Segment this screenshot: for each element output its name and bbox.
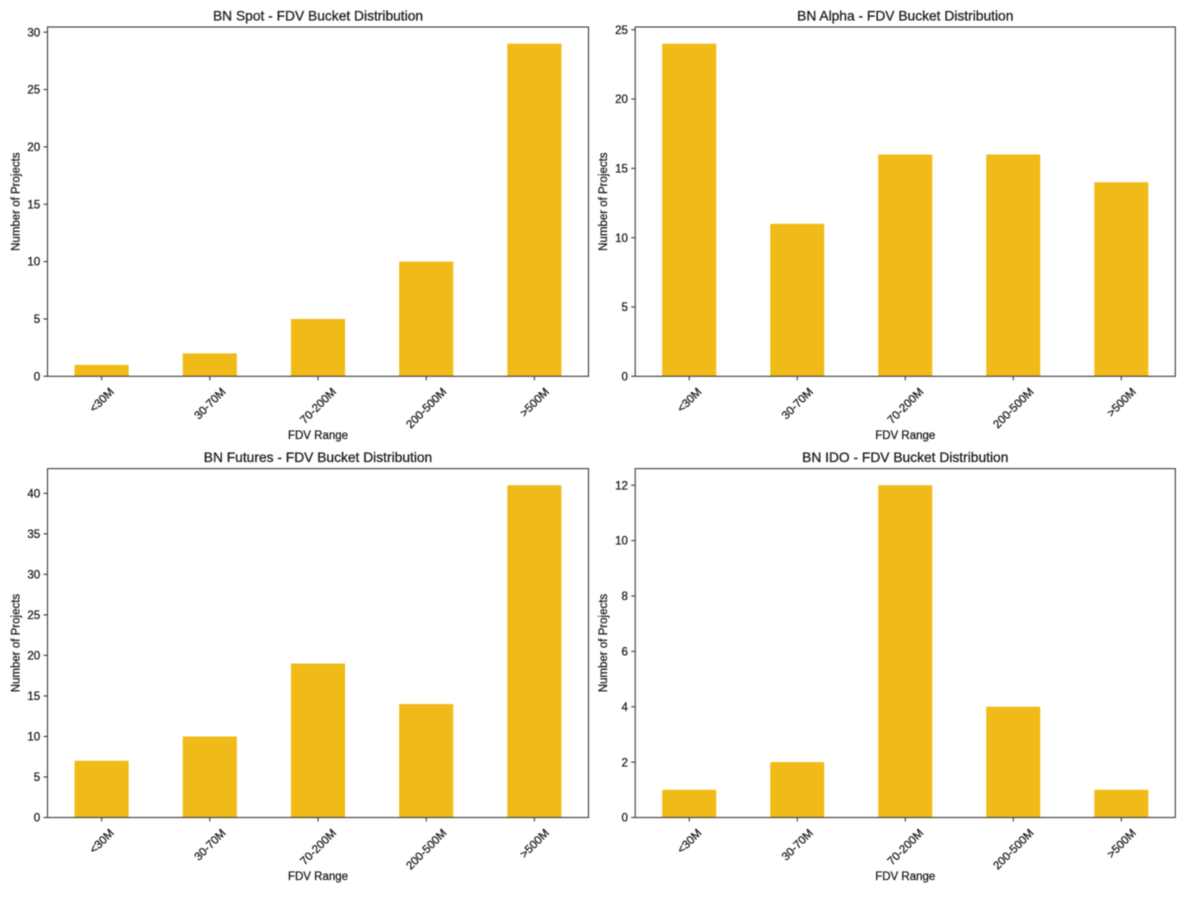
svg-text:2: 2: [621, 757, 627, 769]
svg-text:FDV Range: FDV Range: [875, 430, 935, 442]
svg-text:10: 10: [27, 257, 40, 269]
svg-text:20: 20: [27, 651, 40, 663]
svg-text:Number of Projects: Number of Projects: [11, 594, 23, 693]
svg-text:Number of Projects: Number of Projects: [598, 152, 610, 251]
svg-text:40: 40: [27, 488, 40, 500]
svg-text:5: 5: [34, 772, 40, 784]
svg-text:25: 25: [615, 25, 628, 37]
svg-text:8: 8: [621, 591, 627, 603]
svg-text:5: 5: [34, 314, 40, 326]
svg-text:15: 15: [27, 691, 40, 703]
svg-text:6: 6: [621, 647, 627, 659]
svg-text:BN Alpha - FDV Bucket Distribu: BN Alpha - FDV Bucket Distribution: [797, 9, 1013, 24]
svg-text:35: 35: [27, 529, 40, 541]
svg-text:25: 25: [27, 85, 40, 97]
svg-text:BN Futures - FDV Bucket Distri: BN Futures - FDV Bucket Distribution: [204, 450, 432, 465]
svg-text:10: 10: [27, 732, 40, 744]
svg-text:0: 0: [34, 371, 40, 383]
svg-text:15: 15: [27, 199, 40, 211]
svg-text:FDV Range: FDV Range: [288, 871, 348, 883]
svg-text:0: 0: [34, 813, 40, 825]
svg-text:Number of Projects: Number of Projects: [598, 594, 610, 693]
svg-text:Number of Projects: Number of Projects: [11, 152, 23, 251]
svg-text:BN Spot - FDV Bucket Distribut: BN Spot - FDV Bucket Distribution: [213, 9, 423, 24]
svg-text:BN IDO - FDV Bucket Distributi: BN IDO - FDV Bucket Distribution: [802, 450, 1008, 465]
svg-text:15: 15: [615, 164, 628, 176]
svg-text:0: 0: [621, 371, 627, 383]
svg-text:25: 25: [27, 610, 40, 622]
svg-text:10: 10: [615, 536, 628, 548]
svg-text:30: 30: [27, 27, 40, 39]
svg-text:FDV Range: FDV Range: [288, 430, 348, 442]
svg-text:10: 10: [615, 233, 628, 245]
svg-text:20: 20: [27, 142, 40, 154]
svg-text:5: 5: [621, 302, 627, 314]
svg-text:12: 12: [615, 480, 628, 492]
svg-text:FDV Range: FDV Range: [875, 871, 935, 883]
svg-text:0: 0: [621, 813, 627, 825]
svg-text:30: 30: [27, 570, 40, 582]
svg-text:20: 20: [615, 94, 628, 106]
svg-text:4: 4: [621, 702, 628, 714]
